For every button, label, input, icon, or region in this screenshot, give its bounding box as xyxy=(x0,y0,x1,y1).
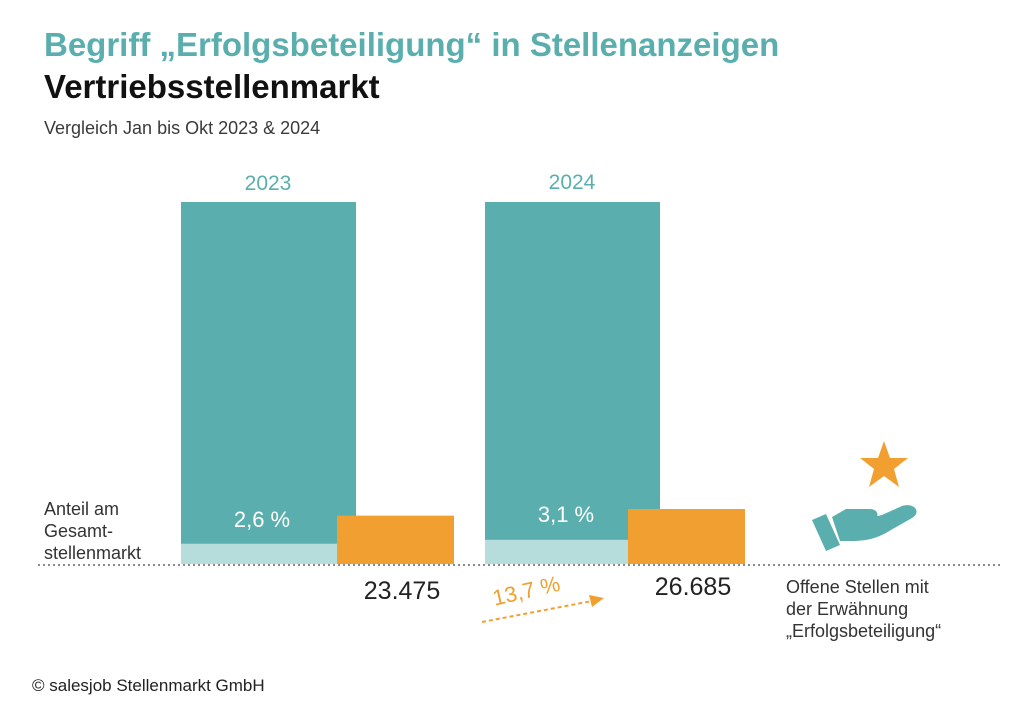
category-label-2024: 2024 xyxy=(549,171,596,194)
chart-title-line2: Vertriebsstellenmarkt xyxy=(44,68,380,105)
category-label-2023: 2023 xyxy=(245,172,292,195)
hand-icon xyxy=(812,505,917,551)
right-legend-line-2: der Erwähnung xyxy=(786,599,908,619)
share-segment-2023 xyxy=(181,543,356,564)
left-legend-line-2: Gesamt- xyxy=(44,521,113,541)
chart-subtitle: Vergleich Jan bis Okt 2023 & 2024 xyxy=(44,118,321,138)
growth-label: 13,7 % xyxy=(490,571,562,611)
share-label-2024: 3,1 % xyxy=(538,502,594,527)
offers-bar-2023 xyxy=(337,515,454,564)
value-label-2024: 26.685 xyxy=(655,573,731,601)
right-legend-line-3: „Erfolgsbeteiligung“ xyxy=(786,621,941,641)
share-label-2023: 2,6 % xyxy=(234,507,290,532)
footer-copyright: © salesjob Stellenmarkt GmbH xyxy=(32,676,265,695)
left-legend-line-1: Anteil am xyxy=(44,499,119,519)
growth-arrow-line xyxy=(481,600,593,623)
value-label-2023: 23.475 xyxy=(364,577,440,605)
chart-title: Begriff „Erfolgsbeteiligung“ in Stellena… xyxy=(44,26,780,63)
offers-bar-2024 xyxy=(628,509,745,564)
left-legend-line-3: stellenmarkt xyxy=(44,543,141,563)
star-icon xyxy=(860,441,908,487)
total-bar-2024 xyxy=(485,202,660,564)
total-bar-2023 xyxy=(181,202,356,564)
growth-arrow-head xyxy=(589,595,604,607)
right-legend-line-1: Offene Stellen mit xyxy=(786,577,929,597)
